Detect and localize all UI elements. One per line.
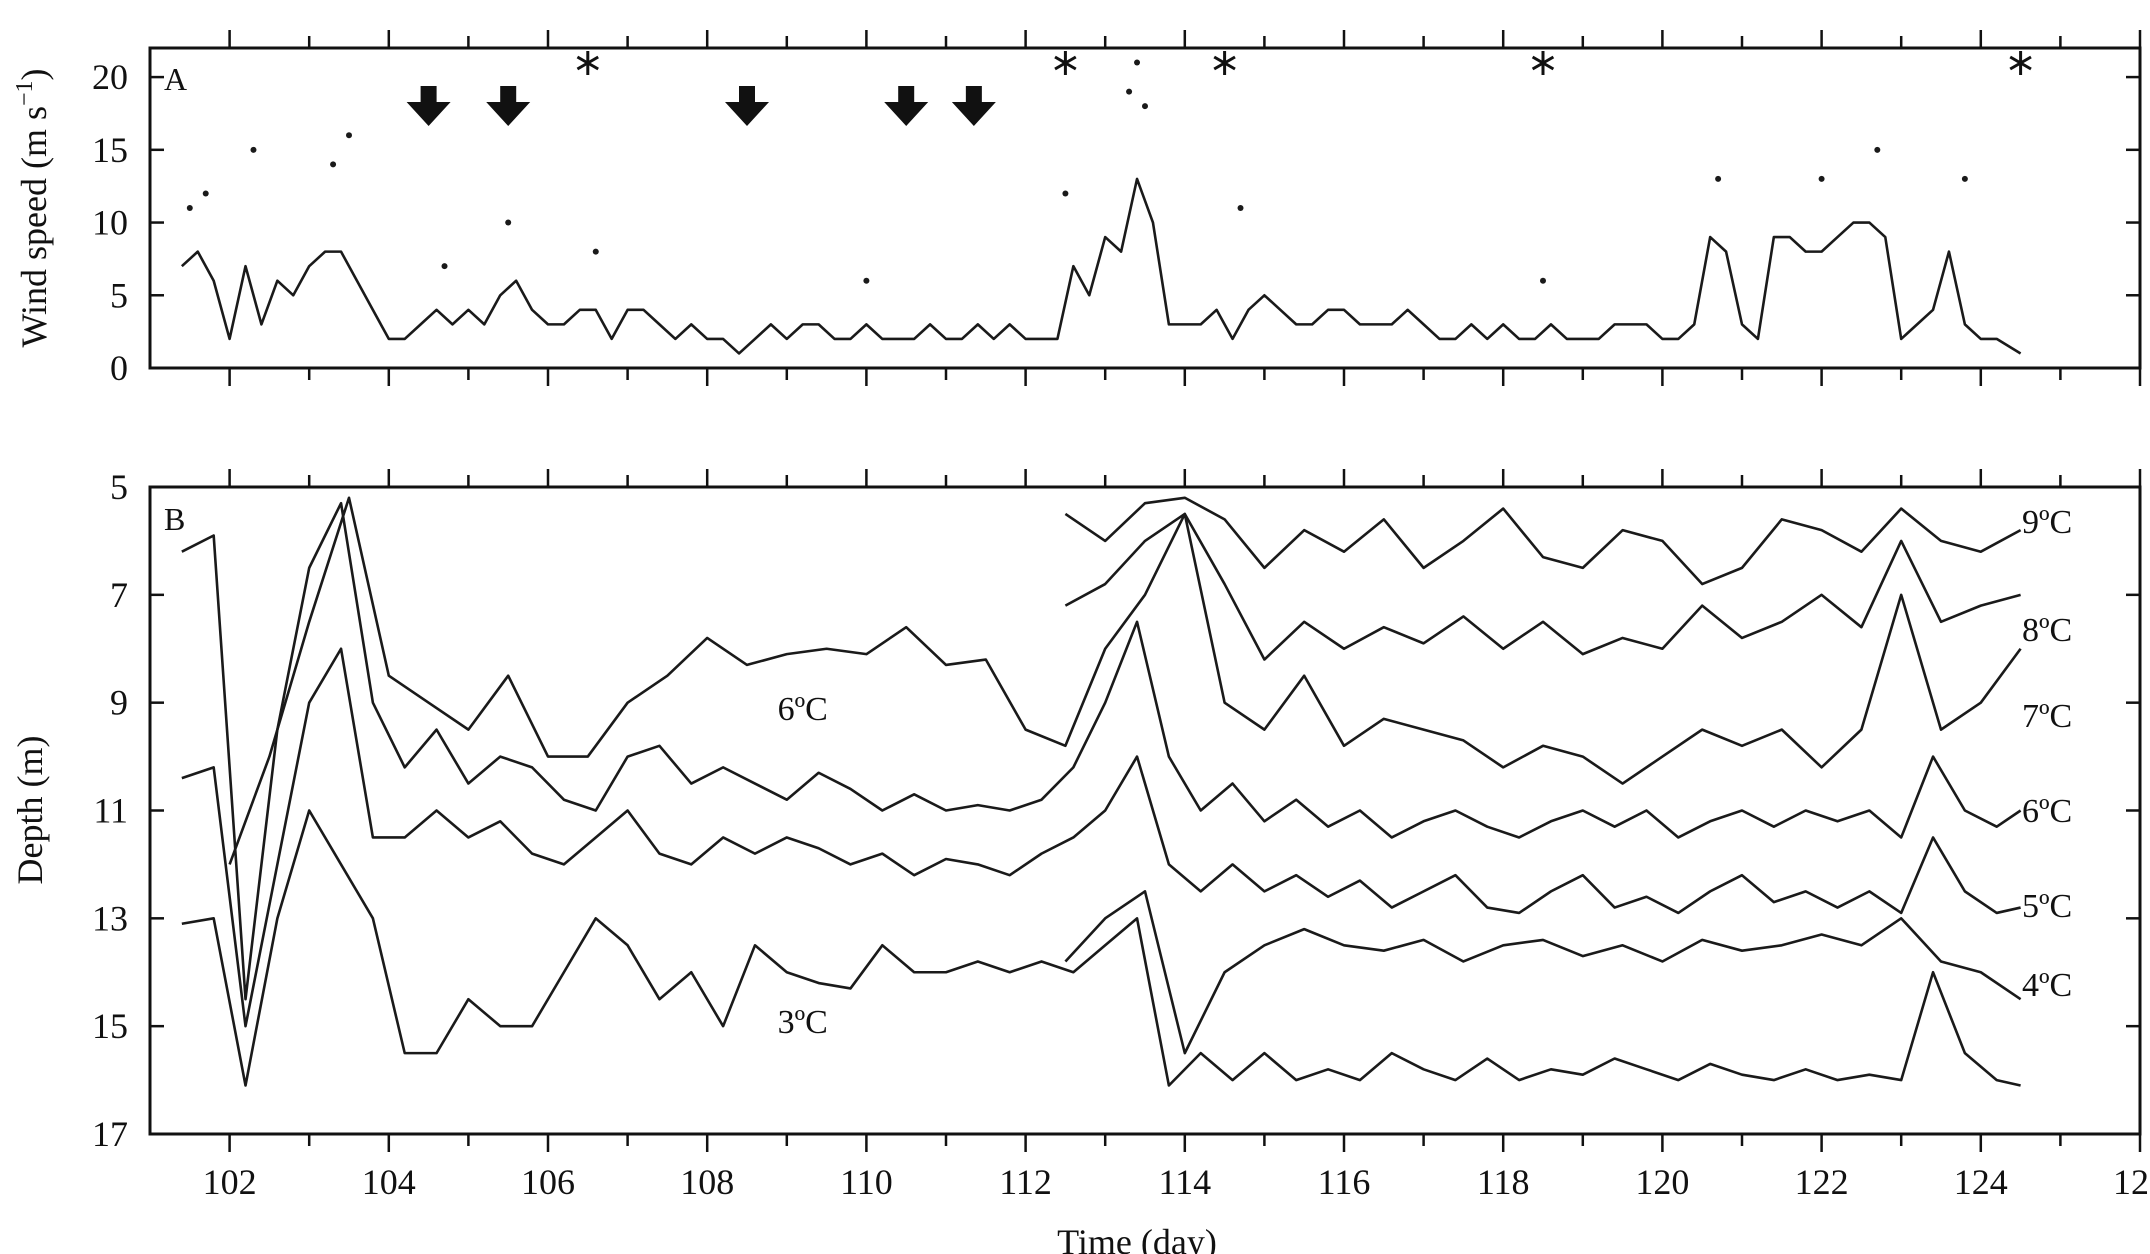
panel-b-y-tick-label: 11 xyxy=(93,791,128,831)
panel-b-y-tick-label: 5 xyxy=(110,467,128,507)
panel-b-x-tick-label: 112 xyxy=(999,1162,1052,1202)
wind-speed-dot xyxy=(1818,175,1825,182)
isotherm-line-4c xyxy=(1064,890,2022,1055)
panel-b-y-tick-label: 15 xyxy=(92,1006,128,1046)
down-arrow-icon xyxy=(951,86,996,126)
isotherm-right-label: 9ºC xyxy=(2022,504,2072,541)
wind-speed-dot xyxy=(346,132,352,139)
panel-b-x-ticks: 102 104 106 108 110 112 114 116 118 120 122 124 126 xyxy=(203,469,2150,1202)
panel-b-x-tick-label: 120 xyxy=(1635,1162,1689,1202)
panel-a-x-ticks xyxy=(228,30,2142,386)
panel-a-y-tick-label: 0 xyxy=(110,348,128,388)
isotherm-right-label: 7ºC xyxy=(2022,698,2072,735)
wind-speed-dot xyxy=(1715,175,1722,182)
wind-speed-dot xyxy=(863,277,870,284)
panel-b-y-tick-label: 9 xyxy=(110,683,128,723)
panel-b-x-tick-label: 118 xyxy=(1477,1162,1530,1202)
wind-speed-series xyxy=(180,59,2022,355)
panel-b-frame xyxy=(148,485,2142,1136)
asterisk-icon xyxy=(576,51,599,75)
wind-speed-dot xyxy=(1961,175,1968,182)
isotherm-series xyxy=(181,496,2022,1087)
wind-speed-dot xyxy=(505,219,512,226)
wind-speed-dot xyxy=(441,263,448,270)
wind-speed-dot xyxy=(1134,59,1141,66)
depth-axis-title: Depth (m) xyxy=(10,736,50,885)
down-arrow-icon xyxy=(486,86,531,126)
isotherm-line-7c xyxy=(228,496,2022,865)
panel-b-y-tick-label: 7 xyxy=(110,575,128,615)
isotherm-labels: 6ºC 3ºC 9ºC 8ºC 7ºC 6ºC 5ºC 4ºC xyxy=(778,504,2073,1041)
down-arrow-icon xyxy=(725,86,769,126)
down-arrow-icon xyxy=(406,86,451,126)
panel-b-x-tick-label: 110 xyxy=(840,1162,893,1202)
asterisk-icon xyxy=(2009,51,2032,75)
panel-a-y-tick-label: 15 xyxy=(92,130,128,170)
isotherm-line-8c xyxy=(1064,512,2021,661)
wind-speed-panel: A Wind speed (m s−1) 0 5 10 15 20 xyxy=(12,30,2142,388)
wind-speed-dot xyxy=(1237,205,1244,211)
isotherm-line-5c xyxy=(181,647,2021,1028)
wind-speed-dot xyxy=(202,190,209,197)
panel-a-y-ticks: 0 5 10 15 20 xyxy=(92,57,2140,388)
wind-speed-dot xyxy=(330,161,337,168)
panel-b-x-tick-label: 122 xyxy=(1795,1162,1849,1202)
isotherm-inline-label: 3ºC xyxy=(778,1004,828,1041)
panel-a-letter: A xyxy=(164,61,187,97)
isotherm-right-label: 6ºC xyxy=(2022,793,2072,830)
wind-speed-dot xyxy=(1062,190,1069,197)
panel-a-y-tick-label: 10 xyxy=(92,203,128,243)
panel-a-markers xyxy=(406,51,2032,126)
panel-b-y-tick-label: 17 xyxy=(92,1114,128,1154)
isotherm-right-label: 8ºC xyxy=(2022,612,2072,649)
asterisk-icon xyxy=(1213,51,1236,75)
panel-b-x-tick-label: 106 xyxy=(521,1162,575,1202)
asterisk-icon xyxy=(1531,51,1555,75)
wind-speed-dot xyxy=(186,205,193,211)
asterisk-icon xyxy=(1054,51,1077,75)
wind-speed-axis-title: Wind speed (m s−1) xyxy=(12,68,54,347)
time-axis-title: Time (day) xyxy=(1057,1222,1217,1254)
wind-speed-dot xyxy=(1142,103,1148,110)
isotherm-inline-label: 6ºC xyxy=(778,691,828,728)
isotherm-line-6c xyxy=(181,501,2022,1001)
panel-b-x-tick-label: 104 xyxy=(362,1162,416,1202)
wind-speed-dot xyxy=(1126,88,1133,95)
isotherm-right-label: 4ºC xyxy=(2022,967,2072,1004)
isotherm-line-9c xyxy=(1064,496,2022,586)
wind-speed-dot xyxy=(592,248,599,255)
panel-b-x-tick-label: 124 xyxy=(1954,1162,2008,1202)
wind-speed-dot xyxy=(250,146,257,153)
wind-speed-line xyxy=(180,177,2022,355)
wind-speed-dot xyxy=(1874,146,1881,153)
isotherm-line-3c xyxy=(181,809,2021,1087)
panel-a-frame xyxy=(148,46,2142,370)
panel-a-y-tick-label: 20 xyxy=(92,57,128,97)
panel-b-x-tick-label: 102 xyxy=(203,1162,257,1202)
panel-b-y-tick-label: 13 xyxy=(92,898,128,938)
panel-b-y-ticks: 5 7 9 11 13 15 17 xyxy=(92,467,2140,1154)
panel-b-x-tick-label: 126 xyxy=(2113,1162,2150,1202)
isotherm-right-label: 5ºC xyxy=(2022,888,2072,925)
wind-speed-dot xyxy=(1540,277,1546,284)
panel-a-y-tick-label: 5 xyxy=(110,275,128,315)
panel-b-letter: B xyxy=(164,501,185,537)
panel-b-x-tick-label: 114 xyxy=(1158,1162,1211,1202)
panel-b-x-tick-label: 116 xyxy=(1318,1162,1371,1202)
panel-b-x-tick-label: 108 xyxy=(680,1162,734,1202)
down-arrow-icon xyxy=(884,86,929,126)
